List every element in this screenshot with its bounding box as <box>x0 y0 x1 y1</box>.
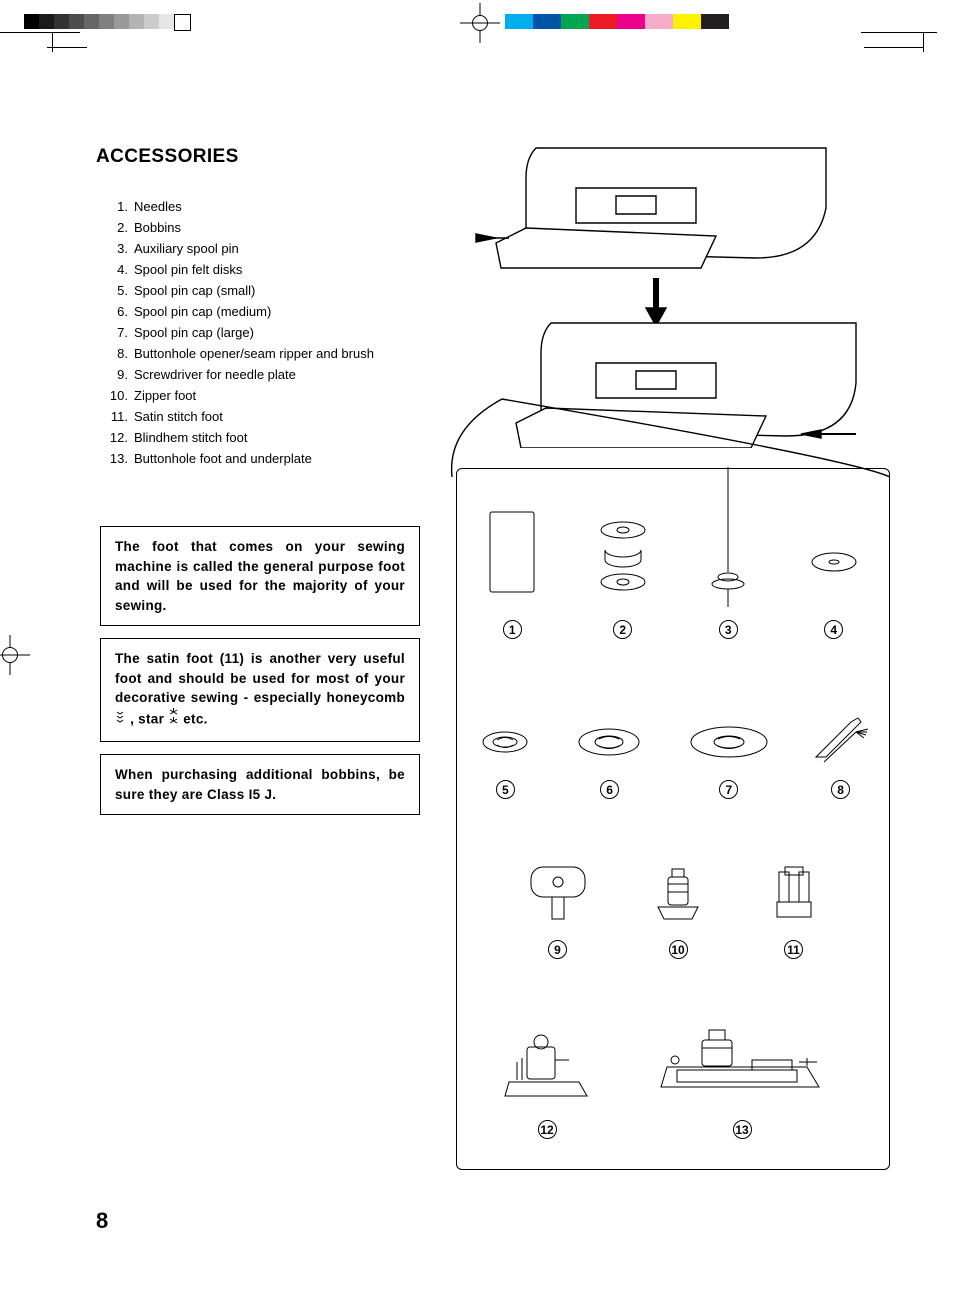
star-stitch-icon <box>168 708 179 732</box>
accessory-item-cap-large: 7 <box>679 712 779 799</box>
trim-line <box>0 32 80 33</box>
list-item-text: Buttonhole foot and underplate <box>134 448 312 469</box>
item-number: 3 <box>719 620 738 639</box>
list-item-number: 11. <box>102 406 134 427</box>
list-item: 8.Buttonhole opener/seam ripper and brus… <box>102 343 374 364</box>
list-item: 12.Blindhem stitch foot <box>102 427 374 448</box>
list-item: 10.Zipper foot <box>102 385 374 406</box>
accessory-item-zipper-foot: 10 <box>638 852 718 959</box>
item-number: 7 <box>719 780 738 799</box>
item-number: 8 <box>831 780 850 799</box>
list-item-text: Spool pin cap (large) <box>134 322 254 343</box>
trim-line <box>923 32 924 52</box>
list-item-text: Spool pin cap (medium) <box>134 301 271 322</box>
item-number: 13 <box>733 1120 752 1139</box>
note-text: The foot that comes on your sewing machi… <box>115 539 405 613</box>
list-item: 5.Spool pin cap (small) <box>102 280 374 301</box>
note-text: When purchasing additional bobbins, be s… <box>115 767 405 802</box>
accessory-item-screwdriver: 9 <box>518 852 598 959</box>
trim-line <box>47 47 87 48</box>
list-item-text: Screwdriver for needle plate <box>134 364 296 385</box>
list-item: 2.Bobbins <box>102 217 374 238</box>
accessory-item-satin-foot: 11 <box>759 852 829 959</box>
accessory-item-cap-medium: 6 <box>567 712 652 799</box>
note-text: , star <box>130 711 168 726</box>
accessory-item-blindhem-foot: 12 <box>497 1022 597 1139</box>
item-number: 4 <box>824 620 843 639</box>
trim-line <box>52 32 53 52</box>
list-item: 1.Needles <box>102 196 374 217</box>
accessory-item-bobbins: 2 <box>593 502 653 639</box>
item-number: 11 <box>784 940 803 959</box>
crop-mark-left <box>0 635 30 675</box>
list-item: 6.Spool pin cap (medium) <box>102 301 374 322</box>
list-item-number: 13. <box>102 448 134 469</box>
item-number: 5 <box>496 780 515 799</box>
list-item-number: 10. <box>102 385 134 406</box>
crop-mark-top <box>460 3 500 43</box>
item-number: 10 <box>669 940 688 959</box>
list-item: 3.Auxiliary spool pin <box>102 238 374 259</box>
list-item-text: Spool pin cap (small) <box>134 280 255 301</box>
list-item: 13.Buttonhole foot and underplate <box>102 448 374 469</box>
list-item-number: 3. <box>102 238 134 259</box>
trim-line <box>861 32 937 33</box>
accessories-grid: 1 2 3 <box>456 468 890 1170</box>
page-content: ACCESSORIES 1.Needles2.Bobbins3.Auxiliar… <box>60 60 914 1246</box>
list-item-number: 6. <box>102 301 134 322</box>
note-text: etc. <box>183 711 207 726</box>
accessory-item-needles: 1 <box>482 502 542 639</box>
list-item-text: Auxiliary spool pin <box>134 238 239 259</box>
note-box-satin-foot: The satin foot (11) is another very usef… <box>100 638 420 742</box>
accessory-item-felt-disks: 4 <box>804 502 864 639</box>
list-item-text: Spool pin felt disks <box>134 259 242 280</box>
list-item-number: 2. <box>102 217 134 238</box>
color-swatches <box>505 14 729 29</box>
list-item-number: 1. <box>102 196 134 217</box>
honeycomb-icon <box>115 710 126 730</box>
page-title: ACCESSORIES <box>96 146 239 168</box>
item-number: 2 <box>613 620 632 639</box>
item-number: 12 <box>538 1120 557 1139</box>
list-item: 4.Spool pin felt disks <box>102 259 374 280</box>
list-item: 7.Spool pin cap (large) <box>102 322 374 343</box>
list-item-text: Satin stitch foot <box>134 406 223 427</box>
list-item: 9.Screwdriver for needle plate <box>102 364 374 385</box>
list-item-number: 8. <box>102 343 134 364</box>
accessory-row: 1 2 3 <box>457 489 889 639</box>
accessory-list: 1.Needles2.Bobbins3.Auxiliary spool pin4… <box>102 196 374 469</box>
item-number: 1 <box>503 620 522 639</box>
accessory-row: 9 10 11 <box>457 839 889 959</box>
note-box-bobbins: When purchasing additional bobbins, be s… <box>100 754 420 815</box>
grayscale-swatches <box>24 14 191 31</box>
item-number: 9 <box>548 940 567 959</box>
list-item-text: Buttonhole opener/seam ripper and brush <box>134 343 374 364</box>
list-item-number: 12. <box>102 427 134 448</box>
accessory-item-ripper-brush: 8 <box>806 702 876 799</box>
list-item-number: 9. <box>102 364 134 385</box>
accessory-row: 12 13 <box>457 999 889 1139</box>
accessory-item-aux-spool-pin: 3 <box>703 462 753 639</box>
list-item-text: Needles <box>134 196 182 217</box>
list-item-text: Bobbins <box>134 217 181 238</box>
item-number: 6 <box>600 780 619 799</box>
list-item-number: 5. <box>102 280 134 301</box>
page-number: 8 <box>96 1208 108 1234</box>
accessory-item-cap-small: 5 <box>470 712 540 799</box>
accessory-row: 5 6 7 <box>457 689 889 799</box>
note-box-general-foot: The foot that comes on your sewing machi… <box>100 526 420 626</box>
list-item-number: 4. <box>102 259 134 280</box>
list-item: 11.Satin stitch foot <box>102 406 374 427</box>
trim-line <box>864 47 924 48</box>
list-item-number: 7. <box>102 322 134 343</box>
list-item-text: Zipper foot <box>134 385 196 406</box>
list-item-text: Blindhem stitch foot <box>134 427 247 448</box>
note-text: The satin foot (11) is another very usef… <box>115 651 405 705</box>
accessory-item-buttonhole-foot: 13 <box>657 1012 827 1139</box>
